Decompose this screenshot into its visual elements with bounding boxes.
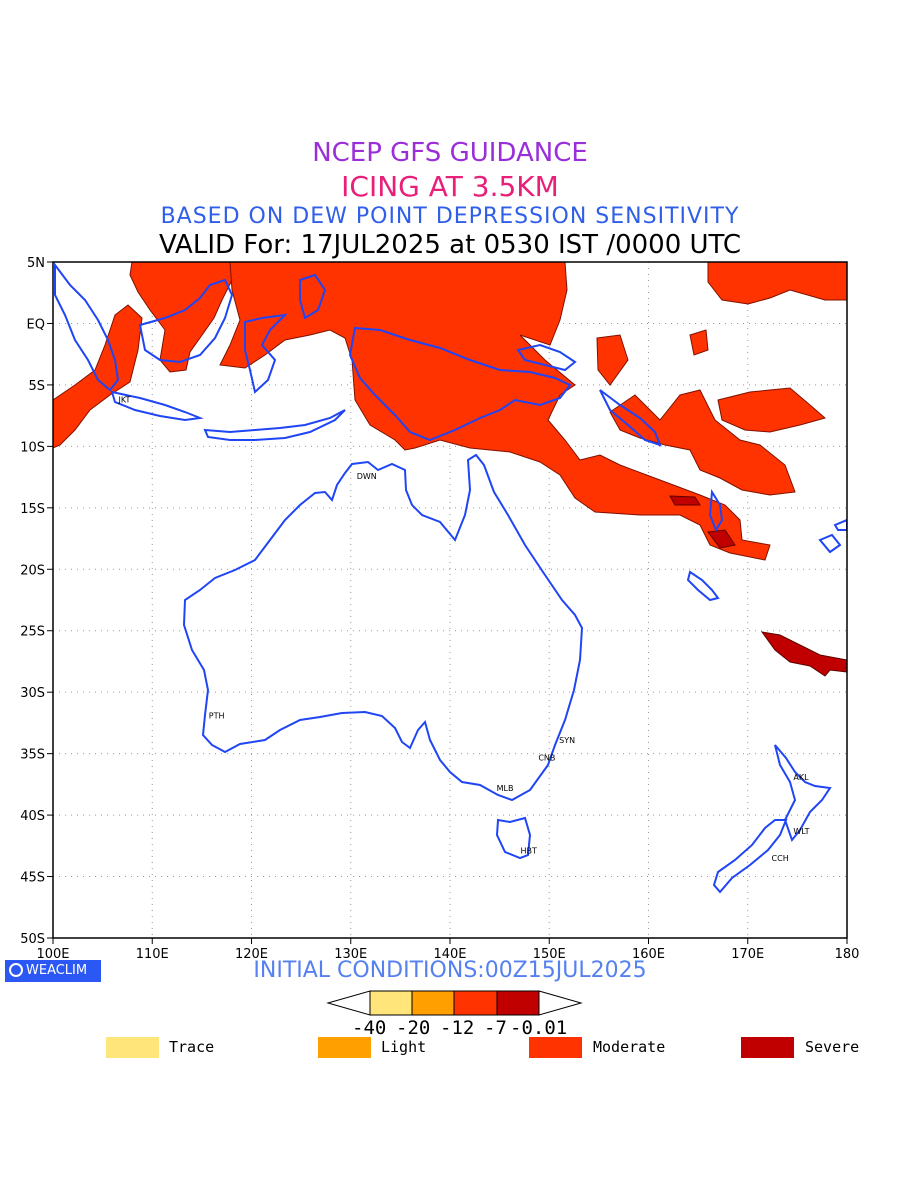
y-tick-label: 15S: [20, 502, 45, 517]
icing-moderate-vanuatu: [717, 387, 827, 433]
city-labels: JKT DWN PTH SYN CNB MLB HBT AKL WLT CCH: [117, 396, 809, 863]
icing-severe-coral: [707, 529, 736, 549]
x-tick-label: 160E: [632, 947, 665, 962]
y-tick-label: 20S: [20, 563, 45, 578]
legend-swatch-trace: [106, 1037, 159, 1058]
legend-swatch-light: [318, 1037, 371, 1058]
chart-valid-time: VALID For: 17JUL2025 at 0530 IST /0000 U…: [158, 230, 742, 260]
colorbar-label: -7: [484, 1017, 507, 1039]
colorbar-light-bin: [411, 990, 455, 1016]
x-tick-label: 170E: [731, 947, 764, 962]
legend-label-severe: Severe: [805, 1038, 860, 1056]
y-tick-label: 5S: [28, 379, 45, 394]
coast-sumatra: [54, 262, 120, 392]
x-tick-label: 120E: [235, 947, 268, 962]
icing-moderate-sumatra: [53, 304, 143, 449]
coast-sulawesi: [244, 313, 288, 394]
colorbar-severe-bin: [496, 990, 540, 1016]
colorbar-label: -12: [440, 1017, 475, 1039]
logo-text: WEACLIM: [26, 963, 88, 978]
icing-moderate-north-borneo: [129, 262, 233, 373]
x-tick-label: 110E: [136, 947, 169, 962]
x-tick-label: 100E: [36, 947, 69, 962]
legend-swatch-moderate: [529, 1037, 582, 1058]
coast-new-zealand-south: [712, 819, 788, 894]
y-tick-label: EQ: [27, 317, 45, 332]
colorbar: [326, 990, 583, 1016]
legend-label-moderate: Moderate: [593, 1038, 666, 1056]
x-tick-label: 140E: [433, 947, 466, 962]
colorbar-moderate-bin: [453, 990, 498, 1016]
axis-ticks: 100E 110E 120E 130E 140E 150E 160E 170E 180 5N EQ 5…: [20, 256, 859, 962]
city-label-mlb: MLB: [497, 784, 514, 793]
icing-moderate-pacific-north: [707, 262, 847, 305]
y-tick-label: 5N: [27, 256, 45, 271]
y-tick-label: 40S: [20, 809, 45, 824]
icing-moderate-solomons: [609, 389, 796, 496]
icing-severe-papua: [669, 495, 701, 506]
coast-new-zealand-north: [774, 744, 832, 843]
chart-subtitle-method: BASED ON DEW POINT DEPRESSION SENSITIVIT…: [160, 204, 740, 229]
coastlines: [54, 262, 847, 894]
coast-vanuatu: [708, 488, 724, 533]
icing-moderate-small-patch: [689, 329, 709, 356]
y-tick-label: 45S: [20, 871, 45, 886]
initial-conditions: INITIAL CONDITIONS:00Z15JUL2025: [253, 958, 647, 983]
colorbar-label: -40: [352, 1017, 387, 1039]
coast-java: [110, 390, 204, 422]
city-label-pth: PTH: [209, 712, 225, 721]
x-tick-label: 130E: [334, 947, 367, 962]
coast-fiji: [818, 518, 847, 554]
city-label-jkt: JKT: [117, 396, 130, 405]
colorbar-left-arrow: [326, 990, 371, 1016]
city-label-cnb: CNB: [538, 753, 555, 762]
colorbar-trace-bin: [369, 990, 413, 1016]
coast-tasmania: [495, 816, 532, 860]
colorbar-right-arrow: [538, 990, 583, 1016]
coast-solomons: [599, 389, 662, 447]
chart-title-source: NCEP GFS GUIDANCE: [312, 138, 588, 168]
x-tick-label: 180: [835, 947, 860, 962]
y-tick-label: 10S: [20, 440, 45, 455]
coast-new-guinea: [348, 326, 572, 442]
legend-swatch-severe: [741, 1037, 794, 1058]
icing-regions: [53, 262, 847, 677]
weaclim-logo: WEACLIM: [5, 960, 101, 982]
city-label-dwn: DWN: [357, 472, 377, 481]
icing-severe-tasman: [760, 631, 847, 677]
y-tick-label: 25S: [20, 625, 45, 640]
y-tick-label: 30S: [20, 686, 45, 701]
coast-australia: [182, 453, 584, 802]
colorbar-label: -20: [396, 1017, 431, 1039]
copyright-icon: [9, 962, 23, 977]
colorbar-label: -0.01: [510, 1017, 568, 1039]
icing-moderate-palau: [596, 334, 629, 386]
city-label-wlt: WLT: [793, 827, 809, 836]
city-label-cch: CCH: [772, 854, 789, 863]
y-tick-label: 35S: [20, 748, 45, 763]
city-label-akl: AKL: [793, 773, 809, 782]
coast-new-caledonia: [686, 570, 720, 602]
legend-label-trace: Trace: [169, 1038, 215, 1056]
coast-halmahera: [299, 273, 327, 320]
coast-new-britain: [516, 343, 577, 372]
y-tick-label: 50S: [20, 932, 45, 947]
x-tick-label: 150E: [533, 947, 566, 962]
chart-title-parameter: ICING AT 3.5KM: [341, 170, 559, 203]
coast-lesser-sunda: [203, 409, 346, 441]
coast-borneo: [138, 278, 234, 364]
legend-label-light: Light: [381, 1038, 427, 1056]
city-label-hbt: HBT: [520, 847, 537, 856]
city-label-syn: SYN: [559, 736, 575, 745]
